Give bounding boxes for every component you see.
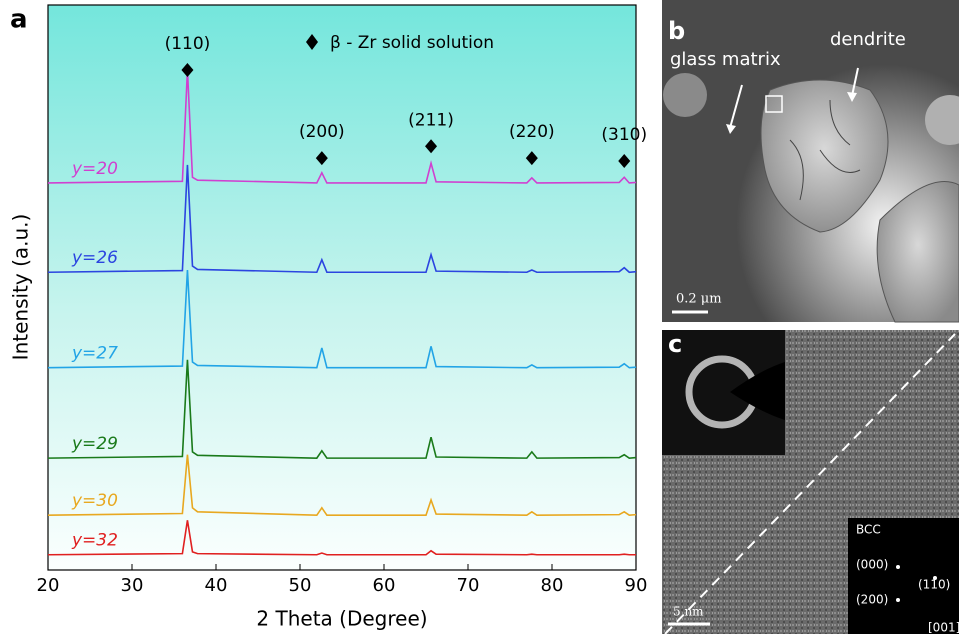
x-tick-label: 90	[625, 575, 648, 596]
series-label: y=29	[71, 434, 118, 454]
spot-label: (200)	[856, 593, 888, 607]
peak-label: (310)	[601, 125, 647, 145]
peak-label: (220)	[509, 122, 555, 142]
panel-b: b glass matrix dendrite 0.2 μm	[662, 0, 959, 322]
label: dendrite	[830, 29, 906, 50]
figure: 20 30 40 50 60 70 80 90 y=20 y=26 y=27 y=29 y=30 y=32…	[0, 0, 959, 634]
panel-c: c BCC (000) (110) (200) [001] 5 nm	[662, 330, 959, 634]
y-axis-label: Intensity (a.u.)	[9, 214, 33, 361]
inset-title: BCC	[856, 523, 881, 537]
spot	[896, 598, 900, 602]
series-label: y=20	[71, 159, 118, 179]
spot	[896, 565, 900, 569]
peak-label: (211)	[408, 110, 454, 130]
peak-label: (110)	[165, 34, 211, 54]
x-tick-label: 60	[373, 575, 396, 596]
peak-label: (200)	[299, 122, 345, 142]
series-label: y=27	[71, 344, 118, 364]
scale-text: 0.2 μm	[676, 292, 722, 307]
x-tick-label: 50	[289, 575, 312, 596]
legend-text: β - Zr solid solution	[330, 33, 494, 53]
plot-area	[48, 5, 636, 570]
panel-label: c	[668, 330, 682, 358]
series-label: y=32	[71, 531, 118, 551]
series-label: y=26	[71, 248, 118, 268]
panel-label: a	[10, 5, 28, 35]
x-tick-label: 70	[457, 575, 480, 596]
spot-label: (000)	[856, 558, 888, 572]
spot-label: [001]	[928, 621, 959, 634]
scale-text: 5 nm	[673, 605, 704, 619]
x-tick-label: 20	[37, 575, 60, 596]
x-tick-label: 40	[205, 575, 228, 596]
x-axis-label: 2 Theta (Degree)	[256, 607, 427, 631]
label: glass matrix	[670, 49, 781, 70]
x-tick-label: 80	[541, 575, 564, 596]
series-label: y=30	[71, 491, 118, 511]
grain	[663, 73, 707, 117]
x-tick-label: 30	[121, 575, 144, 596]
panel-label: b	[668, 17, 685, 45]
spot-label: (110)	[918, 578, 950, 592]
